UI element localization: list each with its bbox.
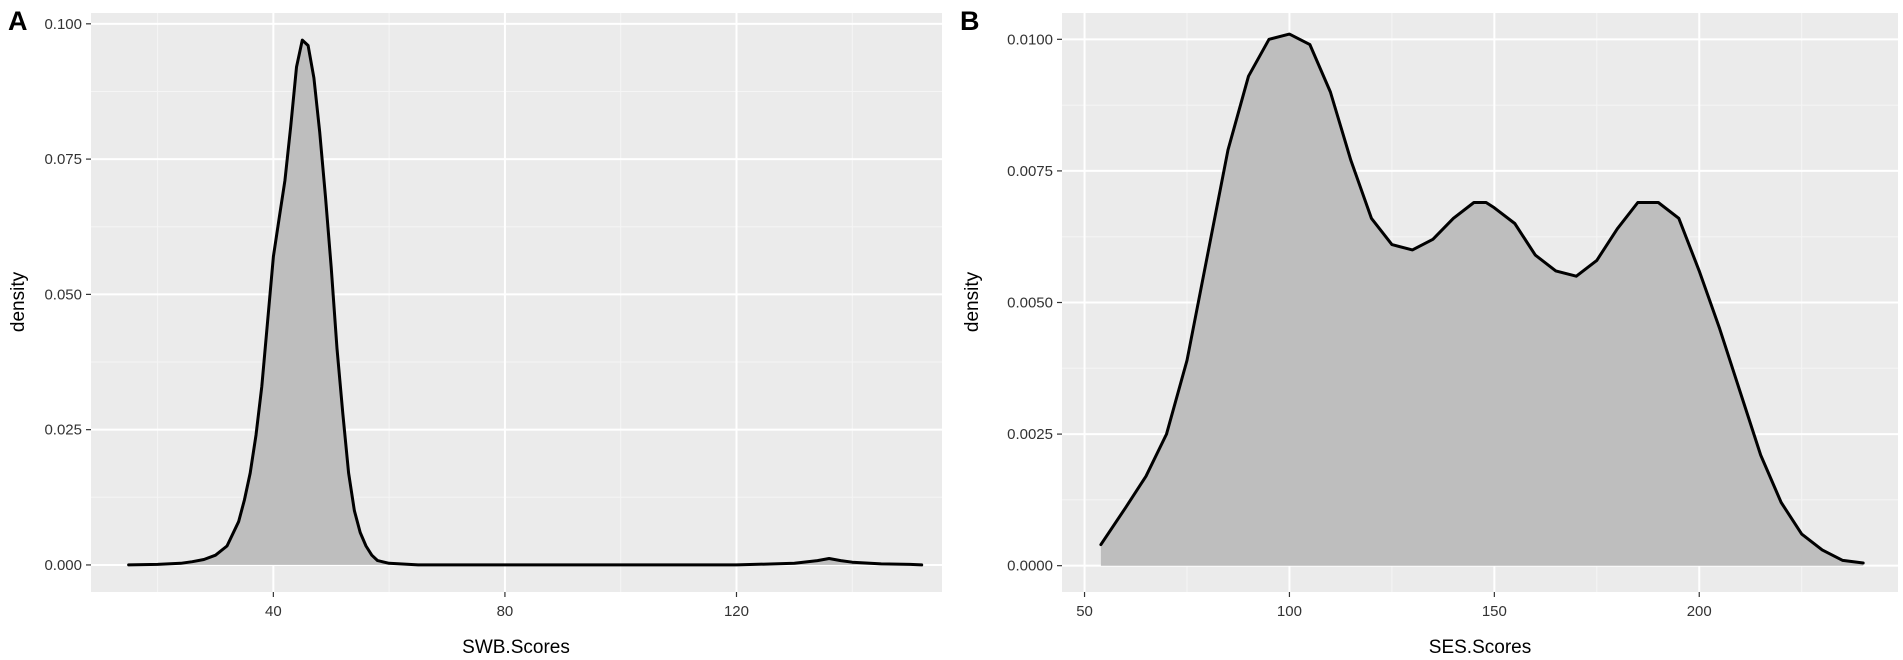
x-axis-a: 40 80 120 bbox=[265, 592, 749, 620]
density-area-b bbox=[1099, 32, 1865, 566]
x-tick-label-b: 100 bbox=[1277, 603, 1302, 620]
x-axis-title-a: SWB.Scores bbox=[462, 637, 570, 658]
plot-background-a bbox=[91, 13, 942, 592]
x-tick-label-a: 40 bbox=[265, 603, 282, 620]
y-axis-title-b: density bbox=[962, 271, 983, 332]
y-axis-a: 0.000 0.025 0.050 0.075 0.100 bbox=[44, 16, 91, 574]
y-tick-label-b: 0.0075 bbox=[1007, 163, 1053, 180]
panel-label-b: B bbox=[960, 6, 980, 36]
x-tick-label-b: 150 bbox=[1482, 603, 1507, 620]
x-tick-label-b: 200 bbox=[1687, 603, 1712, 620]
x-axis-title-b: SES.Scores bbox=[1429, 637, 1531, 658]
density-line-b bbox=[1099, 32, 1865, 565]
y-tick-label-b: 0.0100 bbox=[1007, 31, 1053, 48]
y-tick-label-b: 0.0000 bbox=[1007, 558, 1053, 575]
x-tick-label-a: 120 bbox=[724, 603, 749, 620]
density-area-a bbox=[127, 38, 924, 567]
y-tick-label-a: 0.050 bbox=[44, 286, 82, 303]
y-tick-label-a: 0.075 bbox=[44, 151, 82, 168]
panel-label-a: A bbox=[8, 6, 28, 36]
gridlines-a bbox=[91, 13, 942, 592]
y-tick-label-b: 0.0025 bbox=[1007, 426, 1053, 443]
panel-b: B 0.0000 0.0025 0.0050 0.0075 0.0100 50 100 15… bbox=[960, 6, 1898, 658]
y-tick-label-b: 0.0050 bbox=[1007, 295, 1053, 312]
density-fill-b bbox=[1100, 34, 1864, 566]
y-axis-b: 0.0000 0.0025 0.0050 0.0075 0.0100 bbox=[1007, 31, 1062, 575]
y-tick-label-a: 0.000 bbox=[44, 557, 82, 574]
x-axis-b: 50 100 150 200 bbox=[1076, 592, 1712, 620]
density-fill-a bbox=[128, 40, 922, 565]
density-line-a bbox=[127, 38, 924, 567]
y-tick-label-a: 0.025 bbox=[44, 422, 82, 439]
y-tick-label-a: 0.100 bbox=[44, 16, 82, 33]
x-tick-label-b: 50 bbox=[1076, 603, 1093, 620]
panel-a: A 0.000 0.025 0.050 0.075 0.100 40 80 120 SWB.… bbox=[8, 6, 942, 658]
y-axis-title-a: density bbox=[8, 271, 29, 332]
x-tick-label-a: 80 bbox=[497, 603, 514, 620]
